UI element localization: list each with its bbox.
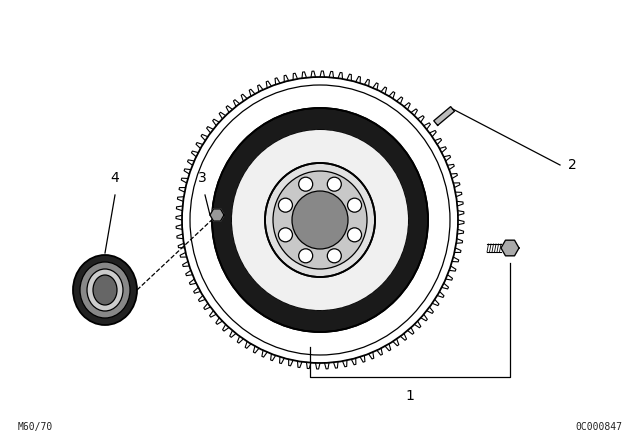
Ellipse shape xyxy=(73,255,137,325)
Text: 3: 3 xyxy=(198,171,206,185)
Ellipse shape xyxy=(327,177,341,191)
Ellipse shape xyxy=(278,228,292,242)
Ellipse shape xyxy=(232,130,408,310)
Ellipse shape xyxy=(292,191,348,249)
Ellipse shape xyxy=(348,228,362,242)
Ellipse shape xyxy=(273,171,367,269)
Text: 4: 4 xyxy=(111,171,120,185)
Polygon shape xyxy=(434,107,454,125)
Polygon shape xyxy=(501,240,519,256)
Ellipse shape xyxy=(93,275,117,305)
Ellipse shape xyxy=(80,262,130,318)
Text: M60/70: M60/70 xyxy=(18,422,53,432)
Ellipse shape xyxy=(87,269,123,311)
Ellipse shape xyxy=(299,249,313,263)
Polygon shape xyxy=(210,209,224,221)
Ellipse shape xyxy=(348,198,362,212)
Text: 0C000847: 0C000847 xyxy=(575,422,622,432)
Ellipse shape xyxy=(299,177,313,191)
Ellipse shape xyxy=(327,249,341,263)
Ellipse shape xyxy=(212,108,428,332)
Ellipse shape xyxy=(265,163,375,277)
Text: 2: 2 xyxy=(568,158,577,172)
Ellipse shape xyxy=(190,85,450,355)
Ellipse shape xyxy=(278,198,292,212)
Text: 1: 1 xyxy=(406,389,415,403)
